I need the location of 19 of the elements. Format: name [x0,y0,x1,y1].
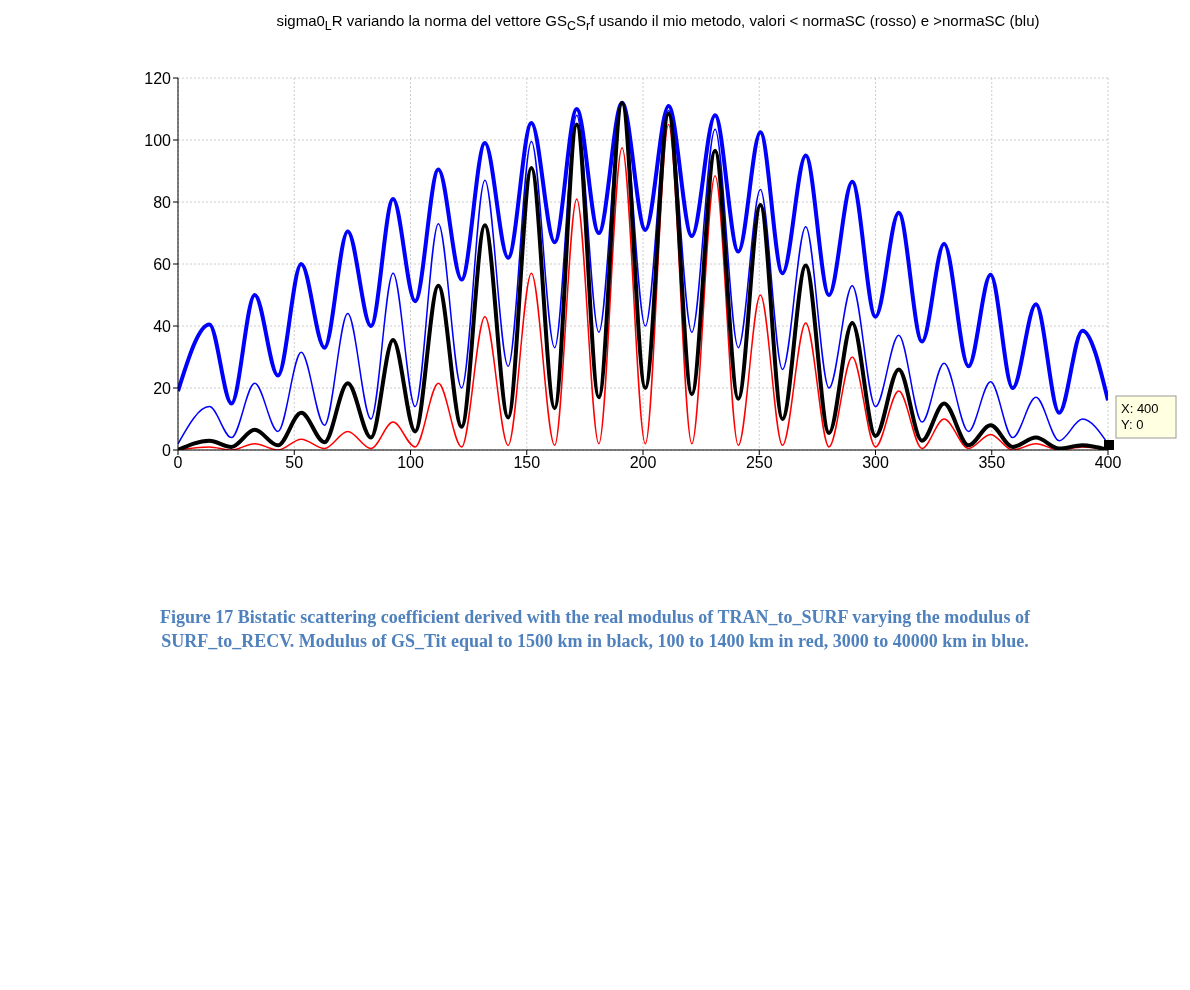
y-tick-label: 120 [144,69,172,87]
y-tick-label: 0 [162,441,172,459]
y-tick-label: 100 [144,131,172,149]
x-tick-label: 200 [629,454,657,472]
y-tick-label: 80 [153,193,172,211]
y-tick-label: 20 [153,379,172,397]
x-tick-label: 100 [397,454,424,472]
x-tick-label: 400 [1094,454,1122,472]
y-tick-label: 60 [153,255,172,273]
annotation: X: 400 Y: 0 [1121,401,1159,432]
x-tick-label: 300 [862,454,889,472]
x-tick-label: 50 [285,454,304,472]
caption: Figure 17 Bistatic scattering coefficient derived with the real modulus of TRAN_to_SURF varying the modulus of SURF_to_RECV. Modulus of GS_Tit equal to 1500 km in black, 100 to 1400 km in red, 3000 to 40000 km in blue. [159,606,1032,653]
x-tick-label: 350 [978,454,1006,472]
x-tick-label: 0 [173,454,183,472]
x-tick-label: 250 [745,454,773,472]
x-tick-label: 150 [513,454,541,472]
y-tick-label: 40 [153,317,172,335]
chart-title: sigma0$_{L}$R variando la norma del vettore GS$_{C}$S$_{r}$f usando il mio metodo, valori < normaSC (rosso) e >normaSC (blu) [275,12,1041,33]
